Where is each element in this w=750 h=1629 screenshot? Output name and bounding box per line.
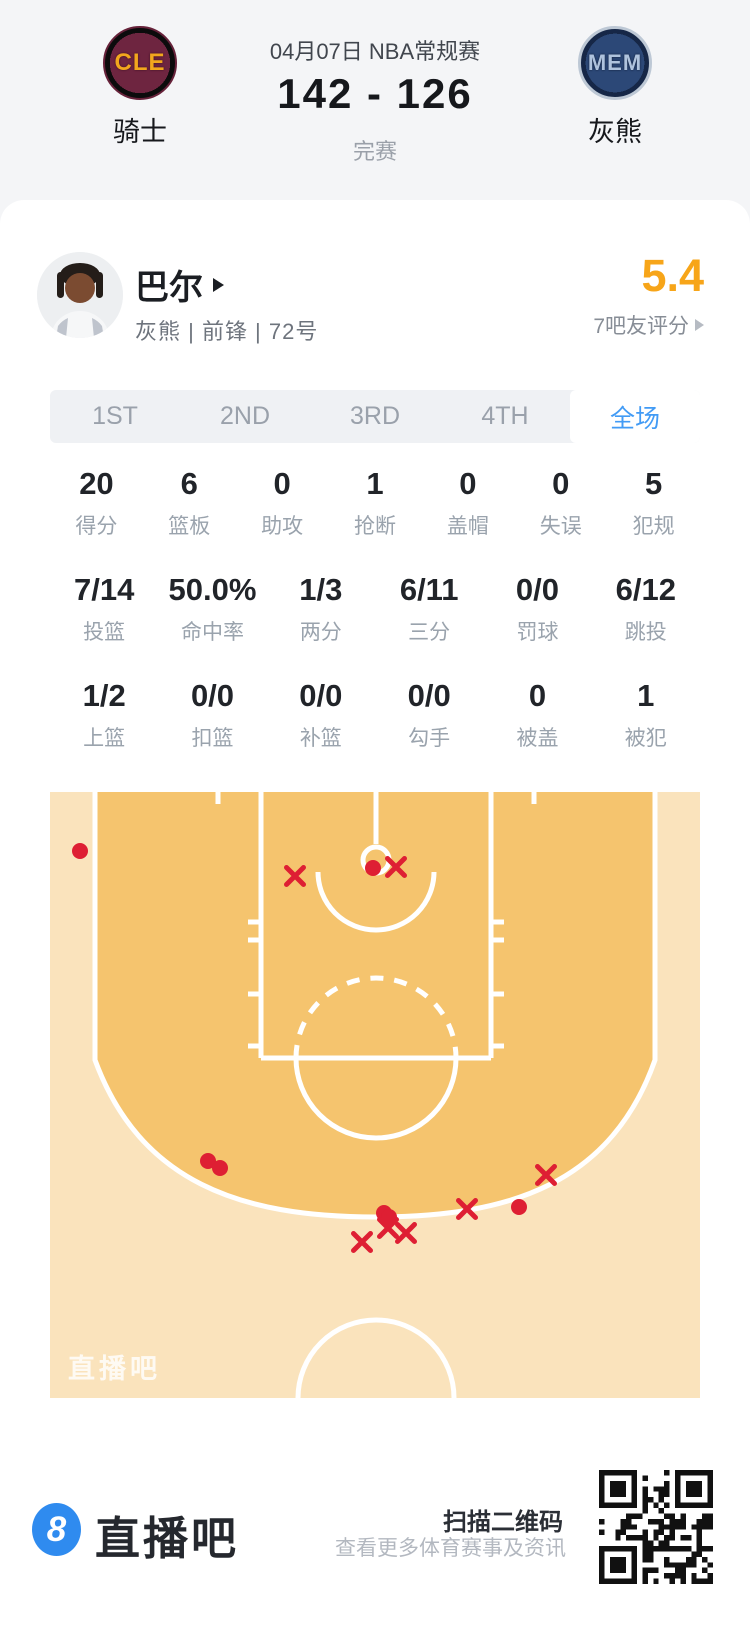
player-avatar[interactable]: [37, 252, 123, 338]
stat-row-basic: 20 得分 6 篮板 0 助攻 1 抢断 0 盖帽 0 失误 5 犯规: [50, 466, 700, 540]
stat-assists: 0 助攻: [261, 466, 304, 538]
match-header: 04月07日 NBA常规赛 142 - 126 完赛 CLE 骑士 MEM 灰熊: [0, 0, 750, 200]
brand-logo-icon: 8: [32, 1503, 81, 1556]
tab-2nd[interactable]: 2ND: [219, 402, 270, 430]
missed-shot-marker: [395, 1222, 417, 1244]
team-home: CLE 骑士: [45, 26, 235, 149]
made-shot-marker: [200, 1153, 216, 1169]
rating-caption: 7吧友评分: [593, 315, 689, 338]
qr-subtitle: 查看更多体育赛事及资讯: [335, 1537, 566, 1560]
made-shot-marker: [212, 1160, 228, 1176]
avatar-image: [37, 252, 123, 338]
brand-name: 直播吧: [95, 1513, 240, 1564]
away-score: 126: [396, 70, 473, 117]
missed-shot-marker: [351, 1231, 373, 1253]
made-shot-marker: [511, 1199, 527, 1215]
stat-dunk: 0/0 扣篮: [190, 678, 235, 750]
mem-team-logo-icon: MEM: [578, 26, 652, 100]
made-shot-marker: [72, 843, 88, 859]
home-team-name: 骑士: [113, 117, 167, 147]
match-status: 完赛: [352, 139, 397, 164]
cle-abbr: CLE: [114, 49, 166, 76]
stat-fg: 7/14 投篮: [73, 572, 135, 644]
stat-fouled: 1 被犯: [624, 678, 667, 750]
made-shot-marker: [365, 860, 381, 876]
qr-title: 扫描二维码: [443, 1509, 563, 1536]
stat-jumpshot: 6/12 跳投: [615, 572, 676, 644]
stat-putback: 0/0 补篮: [299, 678, 343, 750]
stat-3pt: 6/11 三分: [399, 572, 459, 644]
stat-layup: 1/2 上篮: [82, 678, 126, 750]
rating-value: 5.4: [641, 250, 704, 301]
score-separator: -: [353, 70, 397, 117]
away-team-name: 灰熊: [588, 117, 642, 147]
rating-block[interactable]: 5.4 7吧友评分: [593, 250, 704, 340]
stat-rebounds: 6 篮板: [168, 466, 211, 538]
tab-4th[interactable]: 4TH: [481, 402, 529, 430]
stat-points: 20 得分: [75, 466, 118, 538]
court-watermark: 直播吧: [68, 1354, 161, 1384]
tab-3rd[interactable]: 3RD: [349, 402, 400, 430]
missed-shot-marker: [456, 1198, 478, 1220]
stat-turnovers: 0 失误: [539, 466, 582, 538]
player-meta: 灰熊 | 前锋 | 72号: [135, 319, 319, 344]
match-score: 142 - 126: [0, 70, 750, 118]
team-away: MEM 灰熊: [520, 26, 710, 149]
player-name-row[interactable]: 巴尔: [135, 260, 224, 309]
tab-full-game[interactable]: 全场: [570, 390, 700, 443]
chevron-right-icon: [695, 319, 704, 331]
stat-2pt: 1/3 两分: [299, 572, 343, 644]
stat-hook: 0/0 勾手: [407, 678, 451, 750]
tab-1st[interactable]: 1ST: [92, 402, 138, 430]
home-score: 142: [277, 70, 354, 117]
shot-markers: [72, 843, 557, 1253]
cle-team-logo-icon: CLE: [103, 26, 177, 100]
missed-shot-marker: [385, 856, 407, 878]
player-card: 巴尔 灰熊 | 前锋 | 72号 5.4 7吧友评分 1ST 2ND 3RD 4…: [0, 200, 750, 1629]
match-date: 04月07日 NBA常规赛: [269, 39, 481, 64]
missed-shot-marker: [284, 865, 306, 887]
missed-shot-marker: [535, 1164, 557, 1186]
stat-ft: 0/0 罚球: [515, 572, 560, 644]
stat-fouls: 5 犯规: [632, 466, 675, 538]
qr-code: [599, 1470, 713, 1584]
stat-row-misc: 1/2 上篮 0/0 扣篮 0/0 补篮 0/0 勾手 0 被盖 1 被犯: [50, 678, 700, 752]
shot-chart-court: 直播吧: [50, 792, 700, 1398]
stat-fg-pct: 50.0% 命中率: [168, 572, 257, 644]
stat-blocks: 0 盖帽: [446, 466, 489, 538]
quarter-tabs: 1ST 2ND 3RD 4TH 全场: [50, 390, 700, 443]
player-name: 巴尔: [135, 269, 203, 307]
stat-blocked: 0 被盖: [516, 678, 559, 750]
missed-shot-marker: [377, 1217, 399, 1239]
qr-code-image: [599, 1470, 713, 1584]
mem-abbr: MEM: [587, 50, 643, 75]
court-drawing: [50, 792, 700, 1398]
stat-steals: 1 抢断: [354, 466, 396, 538]
chevron-right-icon: [213, 277, 224, 292]
stat-row-shooting: 7/14 投篮 50.0% 命中率 1/3 两分 6/11 三分 0/0 罚球 6/12 跳…: [50, 572, 700, 646]
